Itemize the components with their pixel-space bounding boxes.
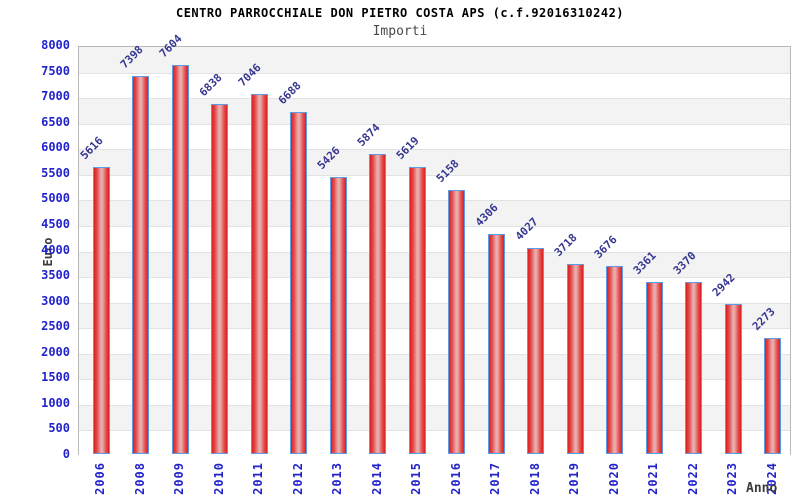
- bar-2011: [250, 94, 268, 454]
- x-tick-label: 2019: [567, 462, 581, 495]
- x-tick-label: 2008: [132, 462, 147, 495]
- grid-band: [79, 47, 790, 73]
- x-tick-label: 2020: [606, 462, 621, 495]
- y-tick-label: 1000: [41, 395, 70, 410]
- x-tick-label: 2014: [369, 462, 384, 495]
- y-tick-label: 2500: [41, 319, 70, 334]
- plot-area: 5616 7398 7604 6838 7046 6688 5426 5874 5619 5158…: [78, 32, 791, 456]
- grid-band: [79, 200, 790, 226]
- bar-2016: [448, 190, 465, 454]
- y-tick-label: 7500: [41, 63, 70, 78]
- bar-2012: [290, 112, 307, 454]
- grid-band: [79, 302, 790, 329]
- y-tick-label: 6500: [41, 114, 70, 129]
- y-tick-label: 3500: [41, 268, 70, 283]
- y-tick-label: 6000: [41, 140, 70, 155]
- bar-2006: [92, 167, 110, 454]
- y-tick-label: 4500: [41, 216, 70, 231]
- x-tick-label: 2006: [93, 462, 107, 495]
- bar-2013: [329, 177, 347, 454]
- bar-2018: [527, 248, 544, 454]
- x-tick-label: 2015: [409, 462, 423, 495]
- grid-band: [79, 98, 790, 124]
- bar-2015: [408, 167, 426, 454]
- grid-band: [79, 251, 790, 278]
- grid-band: [79, 72, 790, 99]
- x-tick-label: 2017: [488, 462, 502, 495]
- grid-band: [79, 328, 790, 354]
- x-axis-title: Anno: [746, 481, 778, 496]
- y-tick-label: 2000: [41, 344, 70, 359]
- grid-band: [79, 174, 790, 201]
- y-tick-label: 4000: [41, 242, 70, 257]
- bar-2020: [606, 266, 623, 454]
- y-tick-label: 0: [62, 447, 70, 461]
- bar-2021: [645, 282, 663, 454]
- grid-band: [79, 404, 790, 431]
- bar-2010: [211, 104, 228, 454]
- bar-2023: [724, 304, 742, 454]
- x-tick-label: 2022: [685, 462, 700, 495]
- x-tick-label: 2013: [330, 462, 344, 495]
- x-tick-label: 2012: [290, 462, 305, 495]
- y-tick-label: 1500: [41, 370, 70, 385]
- grid-band: [79, 149, 790, 175]
- grid-band: [79, 353, 790, 380]
- x-tick-label: 2018: [527, 462, 542, 495]
- bar-2008: [132, 76, 149, 454]
- bar-2017: [487, 234, 505, 454]
- bar-2024: [764, 338, 781, 454]
- bar-2009: [171, 65, 189, 454]
- grid-band: [79, 225, 790, 252]
- x-tick-label: 2016: [448, 462, 463, 495]
- grid-band: [79, 430, 790, 456]
- bar-2019: [566, 264, 584, 454]
- y-tick-label: 500: [48, 421, 70, 436]
- chart-subtitle: Importi: [372, 24, 428, 39]
- x-tick-label: 2021: [646, 462, 660, 495]
- x-tick-label: 2009: [172, 462, 186, 495]
- x-tick-label: 2023: [725, 462, 739, 495]
- y-tick-label: 5500: [41, 165, 70, 180]
- y-tick-label: 8000: [41, 38, 70, 52]
- x-tick-label: 2011: [251, 462, 265, 495]
- bar-2022: [685, 282, 702, 454]
- chart-title: CENTRO PARROCCHIALE DON PIETRO COSTA APS…: [175, 6, 625, 20]
- grid-band: [79, 277, 790, 303]
- x-tick-label: 2010: [211, 462, 226, 495]
- y-tick-label: 5000: [41, 191, 70, 206]
- grid-band: [79, 379, 790, 405]
- y-tick-label: 7000: [41, 89, 70, 104]
- grid-band: [79, 123, 790, 150]
- y-tick-label: 3000: [41, 293, 70, 308]
- bar-2014: [369, 154, 386, 454]
